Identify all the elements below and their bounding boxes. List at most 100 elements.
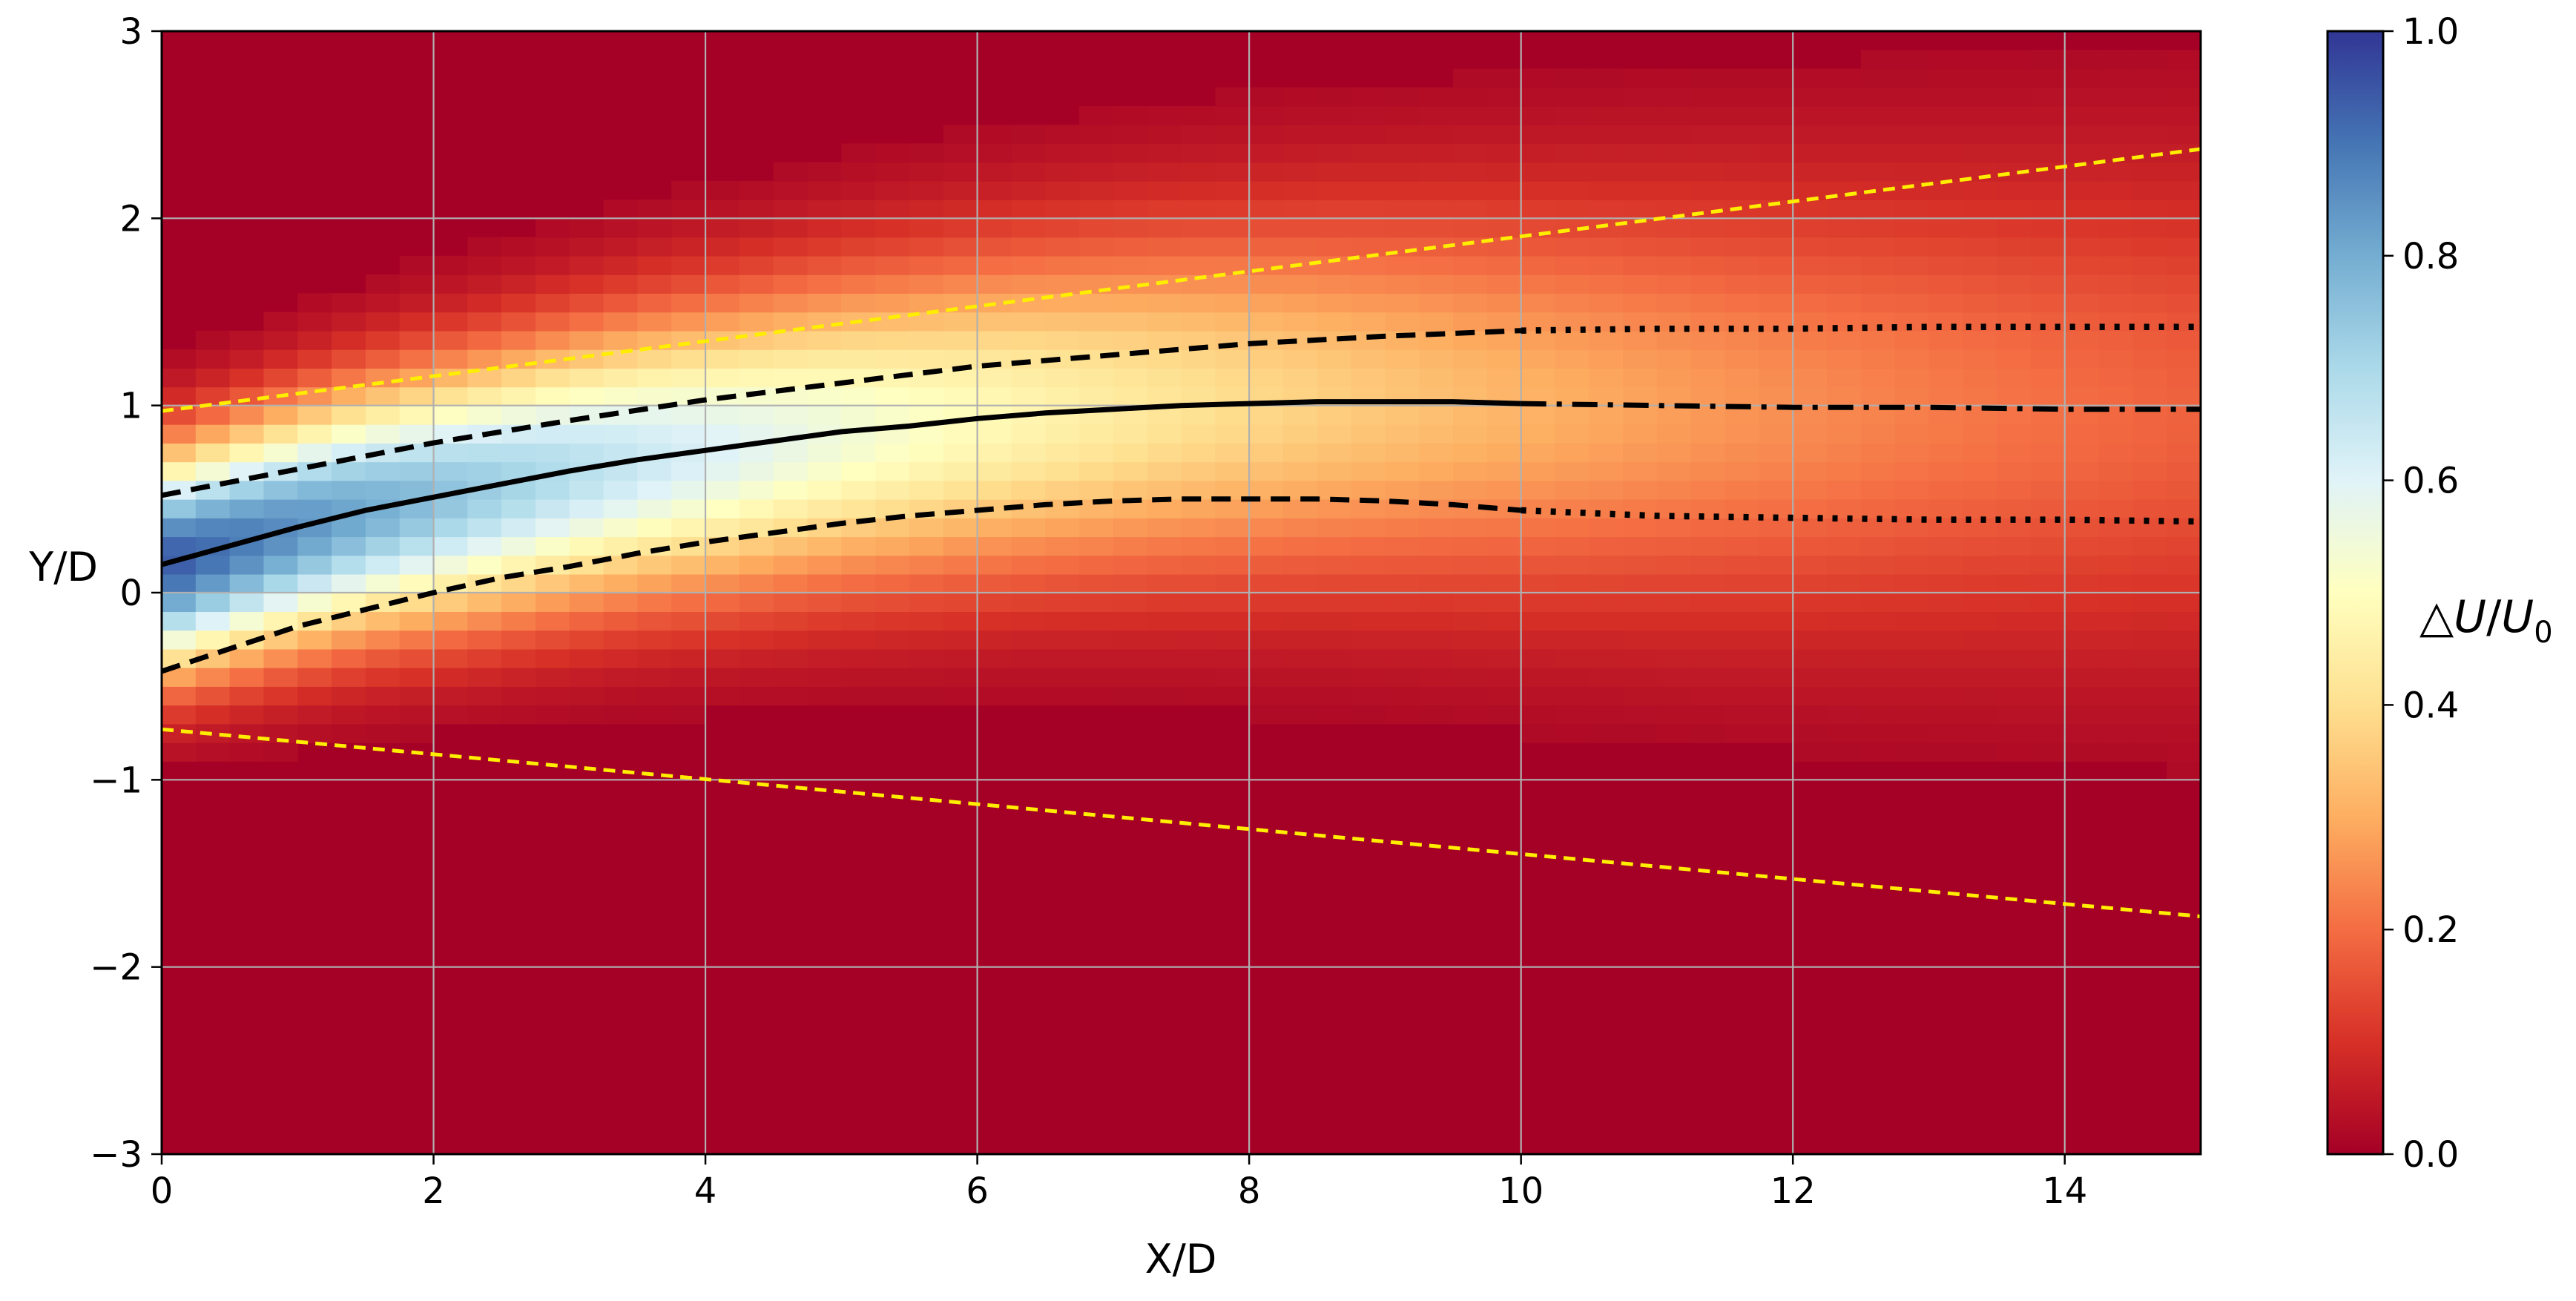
heatmap-cell — [1928, 573, 1964, 593]
heatmap-cell — [705, 648, 740, 668]
heatmap-cell — [1317, 312, 1352, 332]
heatmap-cell — [1215, 349, 1250, 369]
heatmap-cell — [2167, 761, 2201, 781]
heatmap-cell — [2098, 461, 2134, 481]
heatmap-cell — [1656, 293, 1692, 313]
heatmap-cell — [467, 255, 502, 275]
heatmap-cell — [1894, 386, 1930, 406]
heatmap-cell — [1589, 180, 1624, 200]
heatmap-cell — [1249, 630, 1284, 650]
y-tick-label: 2 — [119, 198, 142, 240]
heatmap-cell — [1419, 312, 1454, 332]
colorbar-title-slash: / — [2486, 591, 2502, 643]
heatmap-cell — [1928, 611, 1964, 631]
heatmap-cell — [1215, 536, 1250, 556]
heatmap-cell — [2132, 667, 2167, 687]
heatmap-cell — [1928, 125, 1964, 145]
heatmap-cell — [399, 349, 435, 369]
heatmap-cell — [637, 255, 673, 275]
heatmap-cell — [739, 386, 774, 406]
heatmap-cell — [1045, 555, 1080, 575]
heatmap-cell — [977, 237, 1012, 257]
heatmap-cell — [2064, 386, 2100, 406]
heatmap-cell — [1690, 68, 1726, 88]
heatmap-cell — [2132, 723, 2167, 743]
heatmap-cell — [603, 218, 639, 238]
heatmap-cell — [1555, 424, 1590, 444]
heatmap-cell — [332, 312, 366, 332]
heatmap-cell — [1486, 200, 1522, 220]
heatmap-cell — [2132, 330, 2167, 350]
heatmap-cell — [637, 218, 673, 238]
heatmap-cell — [297, 667, 332, 687]
heatmap-cell — [1759, 461, 1793, 481]
heatmap-cell — [1181, 648, 1216, 668]
heatmap-cell — [1351, 293, 1386, 313]
series-line-upper-width-extrapolated — [1521, 323, 2201, 334]
heatmap-cell — [943, 330, 978, 350]
heatmap-cell — [977, 630, 1012, 650]
heatmap-cell — [1317, 611, 1352, 631]
heatmap-cell — [1725, 611, 1760, 631]
heatmap-cell — [841, 293, 876, 313]
heatmap-cell — [1486, 686, 1522, 706]
series-line-lower-width-extrapolated — [1521, 507, 2201, 525]
heatmap-cell — [943, 498, 978, 518]
heatmap-cell — [637, 386, 673, 406]
heatmap-cell — [1589, 536, 1624, 556]
heatmap-cell — [1486, 255, 1522, 275]
heatmap-cell — [2167, 87, 2201, 107]
heatmap-cell — [263, 648, 299, 668]
heatmap-cell — [807, 180, 843, 200]
heatmap-cell — [1181, 611, 1216, 631]
heatmap-cell — [1351, 611, 1386, 631]
heatmap-cell — [1521, 255, 1556, 275]
heatmap-cell — [1725, 143, 1760, 163]
heatmap-cell — [1282, 480, 1318, 500]
heatmap-cell — [977, 461, 1012, 481]
heatmap-cell — [1351, 405, 1386, 425]
heatmap-cell — [467, 312, 502, 332]
heatmap-cell — [1963, 593, 1997, 613]
heatmap-cell — [1079, 480, 1114, 500]
heatmap-cell — [1486, 405, 1522, 425]
heatmap-cell — [297, 573, 332, 593]
heatmap-cell — [263, 705, 299, 725]
heatmap-cell — [535, 667, 570, 687]
heatmap-cell — [1963, 330, 1997, 350]
heatmap-cell — [467, 349, 502, 369]
heatmap-cell — [467, 630, 502, 650]
heatmap-cell — [2098, 686, 2134, 706]
heatmap-cell — [1860, 686, 1896, 706]
heatmap-cell — [1215, 312, 1250, 332]
heatmap-cell — [1725, 386, 1760, 406]
heatmap-cell — [1079, 518, 1114, 538]
heatmap-cell — [1928, 518, 1964, 538]
heatmap-cell — [467, 274, 502, 294]
heatmap-cell — [569, 312, 605, 332]
heatmap-cell — [1282, 293, 1318, 313]
heatmap-cell — [1079, 611, 1114, 631]
heatmap-cell — [535, 686, 570, 706]
heatmap-cell — [1725, 573, 1760, 593]
heatmap-cell — [637, 200, 673, 220]
heatmap-cell — [1997, 368, 2032, 388]
heatmap-cell — [1521, 405, 1556, 425]
heatmap-cell — [1011, 424, 1047, 444]
heatmap-cell — [705, 630, 740, 650]
heatmap-cell — [1623, 87, 1658, 107]
heatmap-cell — [2098, 536, 2134, 556]
heatmap-cell — [1793, 125, 1828, 145]
heatmap-cell — [1555, 518, 1590, 538]
heatmap-cell — [535, 648, 570, 668]
heatmap-cell — [977, 611, 1012, 631]
heatmap-cell — [1282, 630, 1318, 650]
heatmap-cell — [332, 723, 366, 743]
heatmap-cell — [1759, 555, 1793, 575]
heatmap-cell — [1385, 312, 1420, 332]
heatmap-cell — [2167, 443, 2201, 463]
heatmap-cell — [1827, 125, 1862, 145]
heatmap-cell — [1011, 368, 1047, 388]
heatmap-cell — [1656, 218, 1692, 238]
heatmap-cell — [1623, 349, 1658, 369]
